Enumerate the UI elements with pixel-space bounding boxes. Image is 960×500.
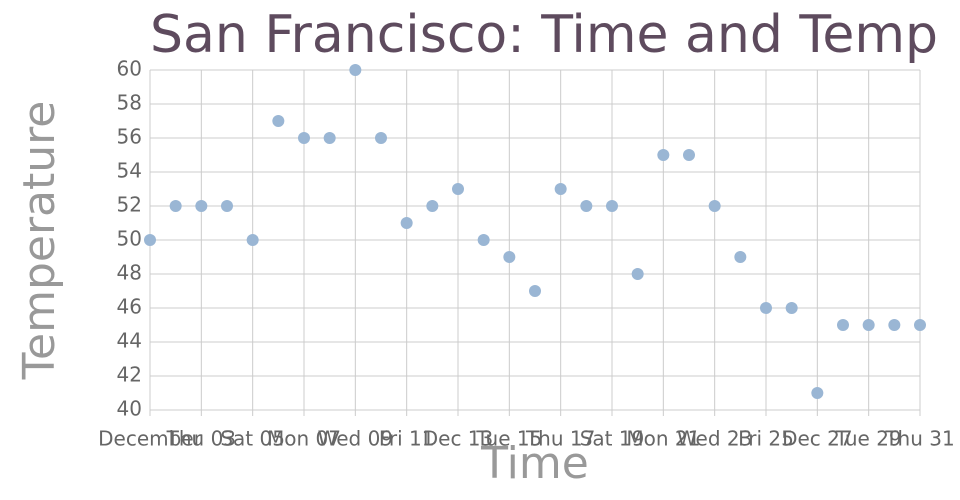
chart-title: San Francisco: Time and Temp bbox=[150, 5, 938, 65]
x-tick-label: Wed 23 bbox=[677, 427, 752, 451]
point bbox=[477, 234, 490, 246]
point bbox=[375, 132, 387, 144]
x-tick-label: Dec 13 bbox=[423, 427, 494, 451]
y-tick-label: 60 bbox=[117, 57, 142, 81]
y-tick-label: 40 bbox=[117, 397, 142, 421]
point bbox=[606, 200, 618, 212]
x-tick-label: December bbox=[98, 427, 202, 451]
point bbox=[144, 234, 156, 246]
point bbox=[246, 234, 259, 246]
point bbox=[529, 285, 541, 297]
point bbox=[862, 319, 875, 331]
point bbox=[708, 200, 721, 212]
x-tick-label: Thu 31 bbox=[884, 427, 954, 451]
x-tick-label: Dec 27 bbox=[782, 427, 853, 451]
y-tick-label: 46 bbox=[117, 295, 142, 319]
y-tick-label: 52 bbox=[117, 193, 142, 217]
point bbox=[452, 183, 464, 195]
point bbox=[837, 319, 849, 331]
x-tick-label: Fri 11 bbox=[379, 427, 435, 451]
point bbox=[400, 217, 413, 229]
point bbox=[349, 64, 362, 76]
y-tick-label: 56 bbox=[117, 125, 142, 149]
point bbox=[657, 149, 670, 161]
point bbox=[298, 132, 310, 144]
y-axis-label: Temperature bbox=[14, 101, 65, 381]
point bbox=[914, 319, 926, 331]
y-tick-label: 50 bbox=[117, 227, 142, 251]
point bbox=[426, 200, 439, 212]
x-tick-label: Thu 03 bbox=[166, 427, 236, 451]
x-tick-label: Mon 21 bbox=[626, 427, 700, 451]
y-tick-label: 58 bbox=[117, 91, 142, 115]
y-tick-label: 48 bbox=[117, 261, 142, 285]
point bbox=[811, 387, 824, 399]
point bbox=[785, 302, 798, 314]
point bbox=[760, 302, 772, 314]
point bbox=[554, 183, 567, 195]
x-tick-label: Sat 19 bbox=[580, 427, 645, 451]
point bbox=[503, 251, 516, 263]
x-tick-label: Wed 09 bbox=[318, 427, 393, 451]
point bbox=[323, 132, 336, 144]
point bbox=[580, 200, 593, 212]
x-tick-label: Tue 15 bbox=[475, 427, 542, 451]
x-tick-label: Thu 17 bbox=[525, 427, 595, 451]
y-tick-label: 54 bbox=[117, 159, 142, 183]
point bbox=[169, 200, 182, 212]
point bbox=[221, 200, 233, 212]
point bbox=[631, 268, 644, 280]
point bbox=[683, 149, 695, 161]
point bbox=[734, 251, 747, 263]
y-tick-label: 44 bbox=[117, 329, 142, 353]
x-tick-label: Fri 25 bbox=[738, 427, 794, 451]
point bbox=[195, 200, 208, 212]
y-tick-label: 42 bbox=[117, 363, 142, 387]
x-tick-label: Mon 07 bbox=[267, 427, 341, 451]
point bbox=[272, 115, 285, 127]
x-axis-label: Time bbox=[480, 438, 589, 489]
point bbox=[888, 319, 901, 331]
x-tick-label: Tue 29 bbox=[835, 427, 902, 451]
x-tick-label: Sat 05 bbox=[220, 427, 285, 451]
